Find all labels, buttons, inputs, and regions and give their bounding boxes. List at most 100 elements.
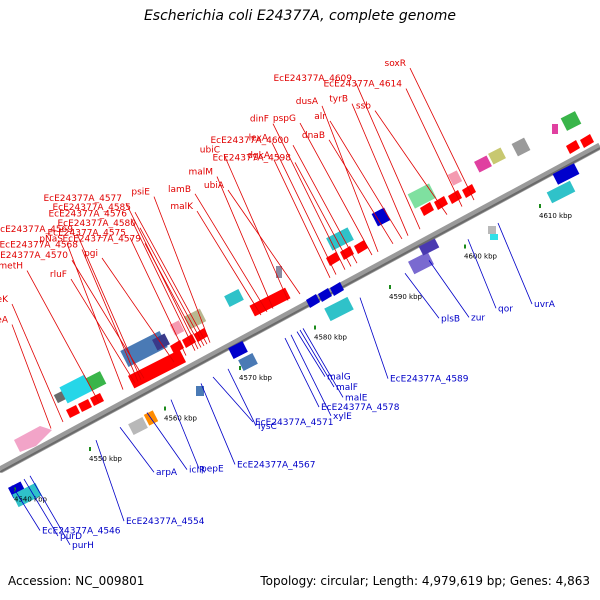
gene-label[interactable]: dusA <box>296 97 319 107</box>
gene-feature[interactable] <box>546 180 576 204</box>
gene-label[interactable]: EcE24377A_4579 <box>62 234 141 244</box>
gene-feature[interactable] <box>552 163 580 185</box>
gene-label[interactable]: dinF <box>250 115 269 125</box>
gene-label[interactable]: aceK <box>0 295 9 305</box>
gene-feature[interactable] <box>238 353 258 371</box>
gene-label[interactable]: EcE24377A_4580 <box>57 219 136 229</box>
gene-feature[interactable] <box>560 111 582 131</box>
gene-label[interactable]: purH <box>72 541 94 551</box>
gene-label[interactable]: EcE24377A_4609 <box>273 74 352 84</box>
gene-feature[interactable] <box>306 282 344 308</box>
gene-label[interactable]: purD <box>60 532 82 542</box>
gene-label[interactable]: EcE24377A_4571 <box>255 418 334 428</box>
gene-label[interactable]: lexA <box>249 134 269 144</box>
gene-label[interactable]: pNaS <box>39 235 63 245</box>
label-leader <box>284 337 320 408</box>
gene-label[interactable]: aceA <box>0 315 9 325</box>
gene-feature[interactable] <box>324 296 354 322</box>
gene-feature[interactable] <box>326 240 368 266</box>
gene-label[interactable]: malM <box>188 168 213 178</box>
gene-feature[interactable] <box>488 147 506 165</box>
gene-label[interactable]: EcE24377A_4578 <box>321 403 400 413</box>
gene-label[interactable]: uvrA <box>534 300 556 310</box>
gene-feature[interactable] <box>127 349 187 389</box>
tick-label: 4540 kbp <box>14 496 48 504</box>
gene-label[interactable]: pgi <box>84 249 98 259</box>
gene-label[interactable]: ubiC <box>200 145 220 155</box>
gene-label[interactable]: EcE24377A_4589 <box>390 375 469 385</box>
gene-label[interactable]: zur <box>471 313 485 323</box>
gene-feature[interactable] <box>170 328 208 354</box>
forward-strand-track <box>14 111 594 452</box>
gene-feature[interactable] <box>474 155 492 173</box>
gene-label[interactable]: EcE24377A_4577 <box>43 194 122 204</box>
gene-label[interactable]: EcE24377A_4570 <box>0 251 68 261</box>
gene-feature[interactable] <box>407 183 437 209</box>
gene-feature[interactable] <box>224 289 244 307</box>
label-leader <box>223 154 289 301</box>
gene-label[interactable]: malE <box>345 393 368 403</box>
gene-label[interactable]: ubiA <box>204 181 225 191</box>
gene-label[interactable]: qor <box>498 304 513 314</box>
gene-label[interactable]: EcE24377A_4614 <box>323 80 402 90</box>
label-leader <box>129 237 187 356</box>
gene-label[interactable]: pepE <box>201 465 224 475</box>
gene-label[interactable]: lysC <box>258 422 277 432</box>
gene-feature[interactable] <box>85 371 107 391</box>
tick-label: 4550 kbp <box>89 455 123 463</box>
gene-label[interactable]: dnaB <box>302 131 325 141</box>
gene-label[interactable]: EcE24377A_4585 <box>52 203 131 213</box>
gene-feature[interactable] <box>12 482 42 508</box>
gene-feature[interactable] <box>490 234 498 240</box>
gene-label[interactable]: EcE24377A_4554 <box>126 517 205 527</box>
gene-feature[interactable] <box>128 417 148 435</box>
gene-feature[interactable] <box>447 170 463 186</box>
gene-feature[interactable] <box>183 308 207 330</box>
gene-feature[interactable] <box>66 393 104 418</box>
label-leader <box>294 162 352 267</box>
gene-label[interactable]: malK <box>170 202 194 212</box>
gene-label[interactable]: EcE24377A_4575 <box>47 229 126 239</box>
gene-label[interactable]: EcE24377A_4600 <box>210 136 289 146</box>
gene-label[interactable]: plsB <box>441 314 460 324</box>
gene-feature[interactable] <box>196 386 204 396</box>
label-leader <box>271 142 337 275</box>
gene-feature[interactable] <box>59 374 93 404</box>
gene-label[interactable]: EcE24377A_4569 <box>0 225 73 235</box>
gene-feature[interactable] <box>418 238 440 256</box>
gene-label[interactable]: iclR <box>189 466 205 476</box>
gene-feature[interactable] <box>228 341 248 359</box>
gene-label[interactable]: EcE24377A_4567 <box>237 460 316 470</box>
gene-label[interactable]: ssb <box>356 102 371 112</box>
gene-feature[interactable] <box>420 184 476 216</box>
gene-feature[interactable] <box>152 333 170 351</box>
gene-label[interactable]: pspG <box>273 114 296 124</box>
gene-feature[interactable] <box>488 226 496 234</box>
gene-label[interactable]: psiE <box>131 188 150 198</box>
gene-label[interactable]: malG <box>327 373 351 383</box>
label-leader <box>170 399 200 469</box>
gene-label[interactable]: tyrB <box>329 95 348 105</box>
gene-feature[interactable] <box>511 137 531 157</box>
gene-label[interactable]: dgkA <box>247 151 271 161</box>
gene-label[interactable]: EcE24377A_4546 <box>42 527 121 537</box>
gene-label[interactable]: lamB <box>168 185 191 195</box>
gene-label[interactable]: soxR <box>385 59 407 69</box>
gene-feature[interactable] <box>14 426 52 452</box>
gene-label[interactable]: xylE <box>333 412 352 422</box>
gene-feature[interactable] <box>276 266 282 278</box>
gene-label[interactable]: EcE24377A_4576 <box>48 210 127 220</box>
gene-feature[interactable] <box>552 124 558 134</box>
gene-feature[interactable] <box>169 320 185 336</box>
label-leader <box>95 440 125 522</box>
gene-feature[interactable] <box>408 251 434 275</box>
label-leader <box>405 88 463 207</box>
gene-label[interactable]: EcE24377A_4598 <box>212 153 291 163</box>
gene-label[interactable]: metH <box>0 262 23 272</box>
gene-label[interactable]: alr <box>314 112 326 122</box>
gene-label[interactable]: EcE24377A_4568 <box>0 240 78 250</box>
gene-feature[interactable] <box>566 134 594 154</box>
gene-label[interactable]: malF <box>336 383 358 393</box>
gene-label[interactable]: rluF <box>50 270 67 280</box>
gene-label[interactable]: arpA <box>156 468 178 478</box>
